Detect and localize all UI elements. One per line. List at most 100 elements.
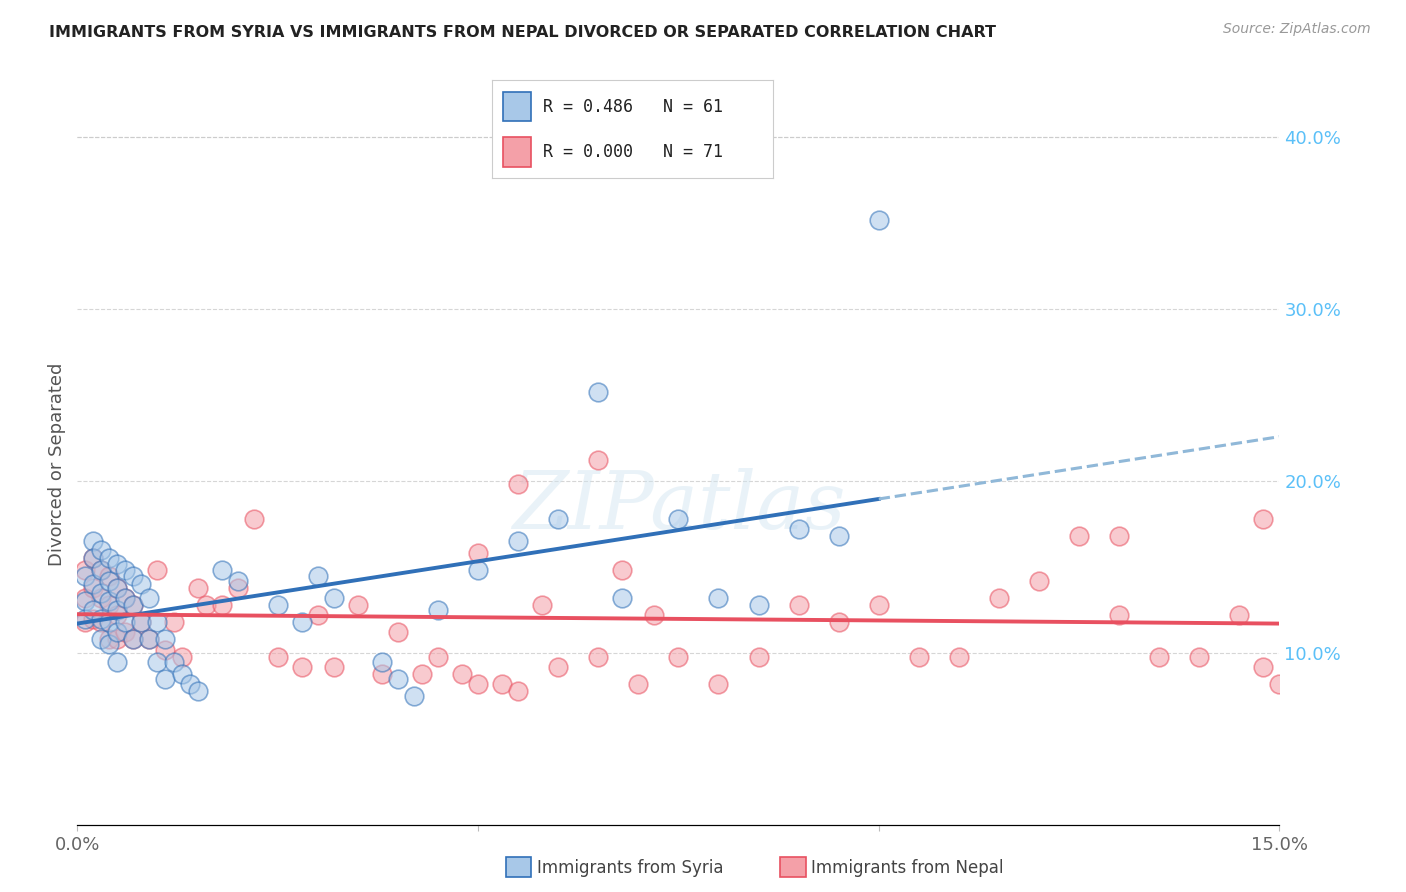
Point bbox=[643, 608, 665, 623]
Point bbox=[131, 615, 153, 629]
Point bbox=[122, 568, 145, 582]
Text: Immigrants from Nepal: Immigrants from Nepal bbox=[811, 859, 1004, 877]
Point bbox=[82, 581, 104, 595]
Point bbox=[291, 615, 314, 629]
Point bbox=[107, 655, 129, 669]
Point bbox=[146, 564, 169, 578]
Point bbox=[531, 598, 554, 612]
Point bbox=[90, 591, 112, 605]
Point bbox=[107, 557, 129, 571]
Point bbox=[90, 564, 112, 578]
Point bbox=[114, 615, 136, 629]
Point bbox=[211, 564, 233, 578]
Point bbox=[75, 568, 97, 582]
Point bbox=[146, 655, 169, 669]
Point bbox=[114, 591, 136, 605]
Point bbox=[427, 603, 450, 617]
Text: Immigrants from Syria: Immigrants from Syria bbox=[537, 859, 724, 877]
Point bbox=[387, 672, 409, 686]
Point bbox=[179, 677, 201, 691]
Point bbox=[588, 384, 610, 399]
Point bbox=[90, 564, 112, 578]
Point bbox=[748, 598, 770, 612]
Point bbox=[467, 546, 489, 560]
Point bbox=[868, 598, 890, 612]
Point bbox=[267, 649, 290, 664]
Point bbox=[1253, 660, 1275, 674]
Point bbox=[707, 677, 730, 691]
Point bbox=[307, 608, 329, 623]
Point bbox=[107, 625, 129, 640]
Point bbox=[588, 453, 610, 467]
Point bbox=[146, 615, 169, 629]
Point bbox=[291, 660, 314, 674]
Point bbox=[122, 632, 145, 647]
Point bbox=[107, 581, 129, 595]
Point bbox=[411, 666, 433, 681]
Point bbox=[155, 672, 177, 686]
Point bbox=[90, 632, 112, 647]
Point bbox=[90, 586, 112, 600]
Point bbox=[75, 591, 97, 605]
Point bbox=[98, 551, 121, 566]
Point bbox=[467, 677, 489, 691]
Point bbox=[186, 581, 209, 595]
Point bbox=[627, 677, 650, 691]
Bar bbox=[503, 92, 531, 121]
Point bbox=[82, 551, 104, 566]
Point bbox=[186, 684, 209, 698]
Point bbox=[131, 615, 153, 629]
Point bbox=[75, 564, 97, 578]
Point bbox=[170, 666, 193, 681]
Point bbox=[1069, 529, 1091, 543]
Point bbox=[75, 612, 97, 626]
Point bbox=[211, 598, 233, 612]
Point bbox=[82, 577, 104, 591]
Point bbox=[138, 591, 160, 605]
Point bbox=[707, 591, 730, 605]
Point bbox=[451, 666, 474, 681]
Point bbox=[787, 522, 810, 536]
Point bbox=[90, 612, 112, 626]
Y-axis label: Divorced or Separated: Divorced or Separated bbox=[48, 362, 66, 566]
Point bbox=[82, 603, 104, 617]
Point bbox=[138, 632, 160, 647]
Text: IMMIGRANTS FROM SYRIA VS IMMIGRANTS FROM NEPAL DIVORCED OR SEPARATED CORRELATION: IMMIGRANTS FROM SYRIA VS IMMIGRANTS FROM… bbox=[49, 25, 997, 40]
Point bbox=[155, 642, 177, 657]
Text: Source: ZipAtlas.com: Source: ZipAtlas.com bbox=[1223, 22, 1371, 37]
Point bbox=[1268, 677, 1291, 691]
Point bbox=[868, 212, 890, 227]
Point bbox=[1188, 649, 1211, 664]
Point bbox=[1108, 529, 1130, 543]
Point bbox=[114, 591, 136, 605]
Point bbox=[75, 615, 97, 629]
Point bbox=[668, 512, 690, 526]
Point bbox=[122, 598, 145, 612]
Point bbox=[322, 660, 344, 674]
Point bbox=[162, 655, 184, 669]
Point bbox=[98, 568, 121, 582]
Point bbox=[98, 632, 121, 647]
Point bbox=[114, 625, 136, 640]
Point bbox=[467, 564, 489, 578]
Point bbox=[828, 529, 851, 543]
Text: R = 0.000   N = 71: R = 0.000 N = 71 bbox=[543, 143, 723, 161]
Point bbox=[508, 534, 530, 549]
Point bbox=[98, 574, 121, 588]
Point bbox=[114, 564, 136, 578]
Point bbox=[828, 615, 851, 629]
Point bbox=[491, 677, 513, 691]
Point bbox=[1229, 608, 1251, 623]
Point bbox=[1028, 574, 1050, 588]
Point bbox=[948, 649, 970, 664]
Point bbox=[90, 542, 112, 557]
Point bbox=[122, 632, 145, 647]
Point bbox=[131, 577, 153, 591]
Point bbox=[371, 666, 394, 681]
Point bbox=[170, 649, 193, 664]
Point bbox=[988, 591, 1011, 605]
Point bbox=[155, 632, 177, 647]
Point bbox=[322, 591, 344, 605]
Point bbox=[267, 598, 290, 612]
Point bbox=[508, 684, 530, 698]
